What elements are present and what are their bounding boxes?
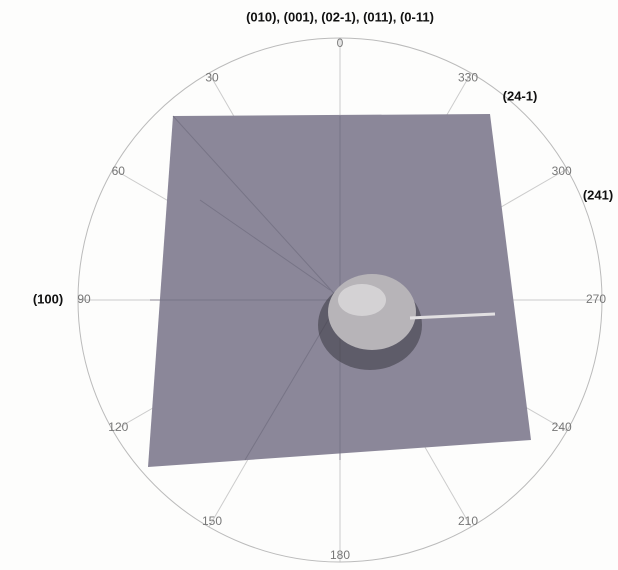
particle-highlight bbox=[338, 284, 386, 316]
polar-figure: (010), (001), (02-1), (011), (0-11) (24-… bbox=[0, 0, 618, 570]
title: (010), (001), (02-1), (011), (0-11) bbox=[246, 9, 434, 24]
angle-label: 60 bbox=[112, 164, 126, 178]
pole-label: (100) bbox=[33, 291, 63, 306]
angle-label: 240 bbox=[552, 420, 572, 434]
angle-label: 300 bbox=[552, 164, 572, 178]
pole-label: (241) bbox=[583, 187, 613, 202]
pole-label: (24-1) bbox=[503, 88, 538, 103]
angle-label: 90 bbox=[77, 292, 91, 306]
angle-label: 150 bbox=[202, 514, 222, 528]
angle-label: 30 bbox=[205, 70, 219, 84]
angle-label: 330 bbox=[458, 70, 478, 84]
angle-label: 270 bbox=[586, 292, 606, 306]
angle-label: 0 bbox=[337, 36, 344, 50]
angle-label: 180 bbox=[330, 548, 350, 562]
angle-label: 120 bbox=[108, 420, 128, 434]
angle-label: 210 bbox=[458, 514, 478, 528]
